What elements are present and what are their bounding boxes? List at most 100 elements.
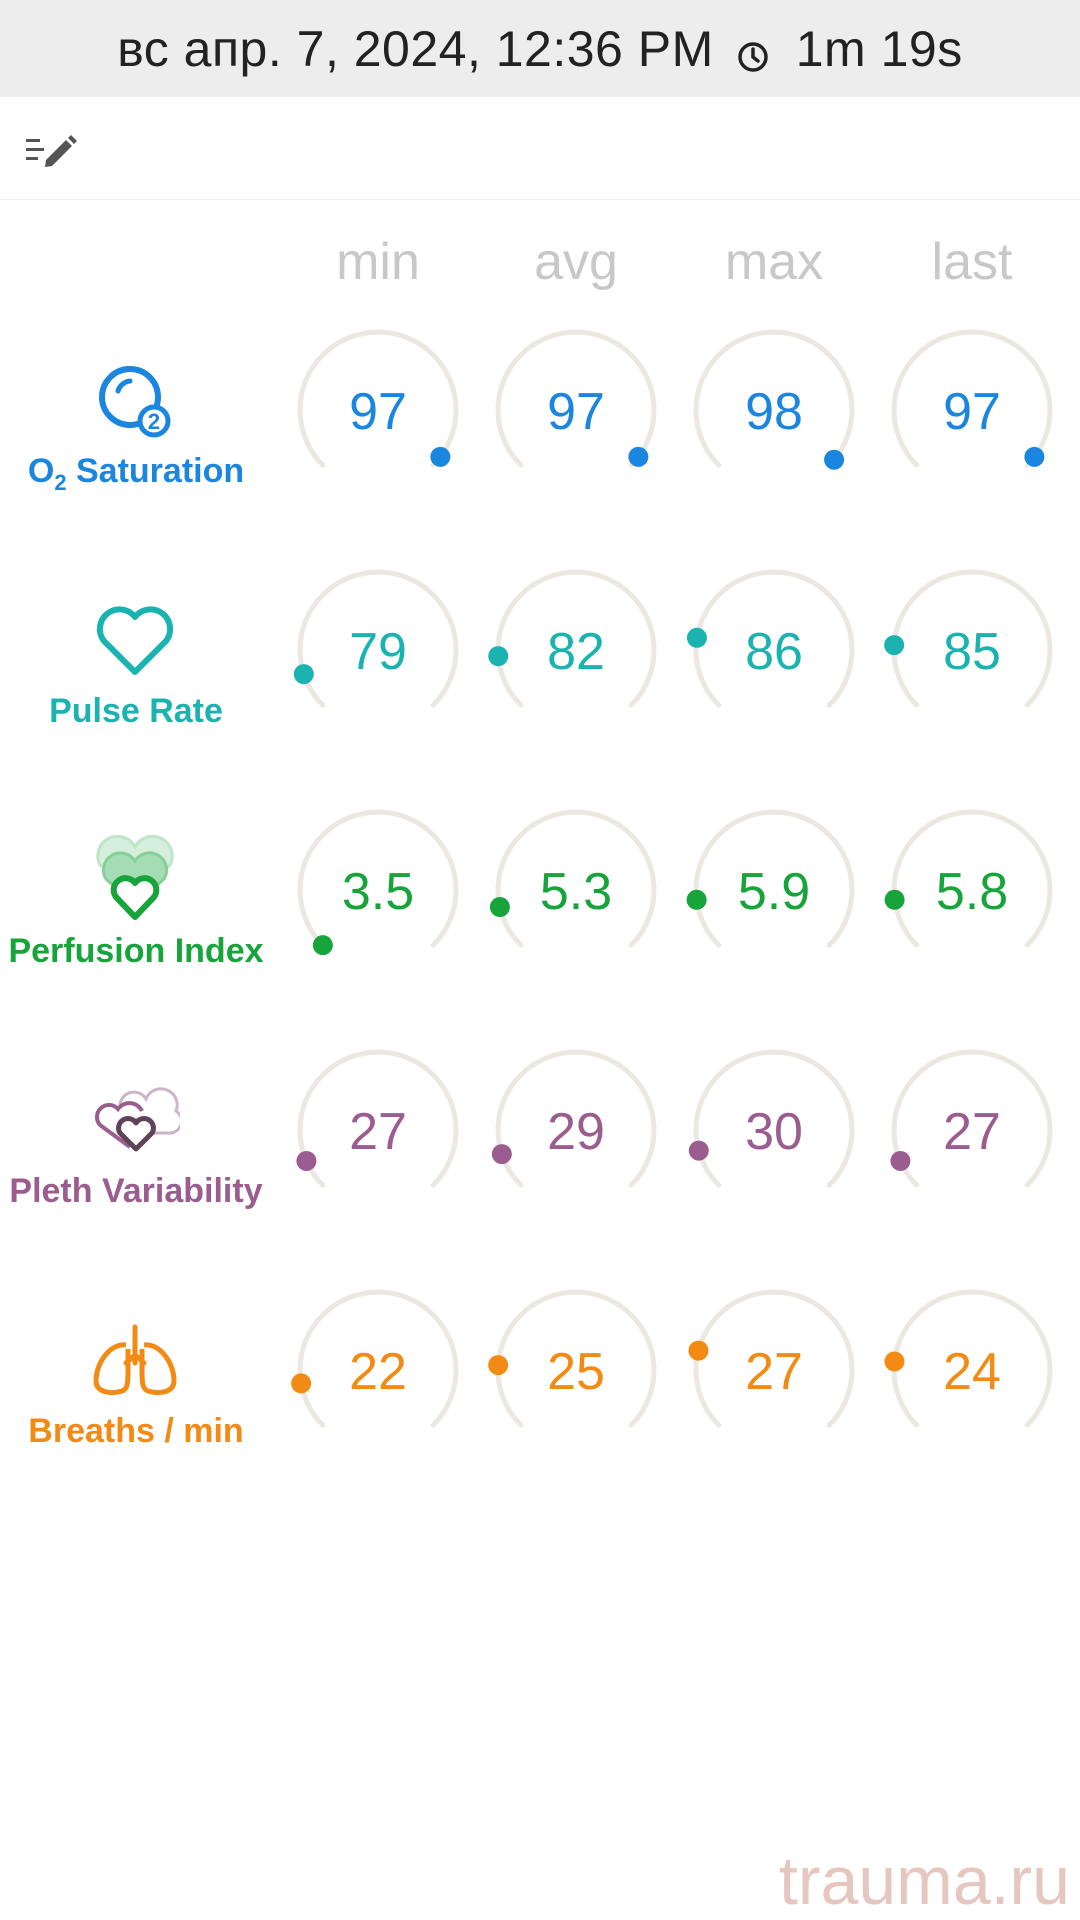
gauge-indicator-dot xyxy=(688,1340,709,1361)
gauge-dial xyxy=(297,329,459,468)
gauge-dial xyxy=(686,809,855,948)
gauge-indicator-dot xyxy=(488,1355,509,1376)
gauge-dial xyxy=(884,1289,1053,1428)
gauge-value: 98 xyxy=(745,383,803,441)
gauge-value: 97 xyxy=(547,383,605,441)
gauge-track xyxy=(297,569,459,708)
gauge-indicator-dot xyxy=(489,897,510,918)
gauge-indicator-dot xyxy=(688,1140,709,1161)
gauge-dial xyxy=(489,809,657,948)
gauge-dial xyxy=(495,329,657,468)
session-duration: 1m 19s xyxy=(795,20,963,77)
gauge-o2-avg: 97 xyxy=(486,320,666,500)
pulse-rate-label: Pulse Rate xyxy=(49,692,223,730)
pleth-hearts-icon xyxy=(90,1075,183,1165)
gauge-dial xyxy=(693,329,855,470)
gauge-dial xyxy=(891,329,1053,468)
gauge-indicator-dot xyxy=(488,646,509,667)
perfusion-index-label: Perfusion Index xyxy=(8,932,264,970)
gauge-perfusion-min: 3.5 xyxy=(288,800,468,980)
gauge-track xyxy=(495,329,657,468)
edit-list-button[interactable] xyxy=(22,127,78,173)
toolbar xyxy=(0,97,1080,200)
gauge-indicator-dot xyxy=(293,664,314,685)
gauge-dial xyxy=(890,1049,1053,1188)
gauge-value: 25 xyxy=(547,1343,605,1401)
gauge-track xyxy=(891,1289,1053,1428)
gauge-dial xyxy=(488,1289,657,1428)
svg-text:2: 2 xyxy=(148,409,160,434)
gauge-value: 27 xyxy=(943,1103,1001,1161)
breaths-per-min-label: Breaths / min xyxy=(28,1412,244,1450)
gauge-indicator-dot xyxy=(1024,446,1045,467)
gauge-indicator-dot xyxy=(296,1150,317,1171)
gauge-dial xyxy=(297,809,459,956)
session-datetime: вс апр. 7, 2024, 12:36 PM xyxy=(117,20,714,77)
gauge-value: 22 xyxy=(349,1343,407,1401)
gauge-dial xyxy=(291,1289,459,1428)
gauge-pulse-max: 86 xyxy=(684,560,864,740)
gauge-o2-last: 97 xyxy=(882,320,1062,500)
gauge-breaths-max: 27 xyxy=(684,1280,864,1460)
gauge-pulse-last: 85 xyxy=(882,560,1062,740)
gauge-track xyxy=(693,569,855,708)
gauge-value: 86 xyxy=(745,623,803,681)
gauge-value: 27 xyxy=(349,1103,407,1161)
edit-list-icon xyxy=(26,135,77,167)
gauge-value: 3.5 xyxy=(341,863,415,921)
gauge-dial xyxy=(688,1049,855,1188)
gauge-value: 29 xyxy=(547,1103,605,1161)
gauge-pleth-avg: 29 xyxy=(486,1040,666,1220)
gauge-dial xyxy=(293,569,459,708)
gauge-track xyxy=(297,809,459,948)
gauge-pleth-min: 27 xyxy=(288,1040,468,1220)
gauge-track xyxy=(495,809,657,948)
gauge-dial xyxy=(688,1289,855,1428)
gauge-track xyxy=(693,329,855,468)
gauge-breaths-avg: 25 xyxy=(486,1280,666,1460)
gauge-perfusion-last: 5.8 xyxy=(882,800,1062,980)
gauge-value: 30 xyxy=(745,1103,803,1161)
gauge-value: 27 xyxy=(745,1343,803,1401)
column-header-max: max xyxy=(724,233,824,291)
clock-icon xyxy=(736,28,770,72)
gauge-indicator-dot xyxy=(884,635,905,656)
gauge-o2-min: 97 xyxy=(288,320,468,500)
gauge-value: 5.8 xyxy=(935,863,1009,921)
lungs-icon xyxy=(90,1315,180,1405)
gauge-track xyxy=(693,1049,855,1188)
gauge-pulse-min: 79 xyxy=(288,560,468,740)
column-header-last: last xyxy=(931,233,1013,291)
gauge-breaths-min: 22 xyxy=(288,1280,468,1460)
column-header-avg: avg xyxy=(534,233,618,291)
gauge-track xyxy=(891,1049,1053,1188)
o2-bubble-icon: 2 xyxy=(90,355,180,445)
gauge-value: 79 xyxy=(349,623,407,681)
gauge-indicator-dot xyxy=(686,889,707,910)
perfusion-hearts-icon xyxy=(90,834,180,925)
gauge-pleth-max: 30 xyxy=(684,1040,864,1220)
gauge-indicator-dot xyxy=(430,446,451,467)
gauge-perfusion-max: 5.9 xyxy=(684,800,864,980)
gauge-pulse-avg: 82 xyxy=(486,560,666,740)
gauge-perfusion-avg: 5.3 xyxy=(486,800,666,980)
session-header: вс апр. 7, 2024, 12:36 PM 1m 19s xyxy=(0,0,1080,97)
watermark: trauma.ru xyxy=(779,1843,1070,1919)
gauge-dial xyxy=(488,569,657,708)
gauge-track xyxy=(297,329,459,468)
gauge-value: 97 xyxy=(943,383,1001,441)
gauge-indicator-dot xyxy=(824,449,845,470)
gauge-indicator-dot xyxy=(628,446,649,467)
gauge-indicator-dot xyxy=(884,1351,905,1372)
gauge-value: 82 xyxy=(547,623,605,681)
heart-icon xyxy=(90,595,180,685)
gauge-value: 5.9 xyxy=(737,863,811,921)
gauge-dial xyxy=(296,1049,459,1188)
gauge-indicator-dot xyxy=(890,1150,911,1171)
gauge-indicator-dot xyxy=(884,889,905,910)
gauge-dial xyxy=(884,569,1053,708)
gauge-o2-max: 98 xyxy=(684,320,864,500)
column-header-min: min xyxy=(336,233,420,291)
gauge-dial xyxy=(491,1049,657,1188)
gauge-indicator-dot xyxy=(686,627,707,648)
